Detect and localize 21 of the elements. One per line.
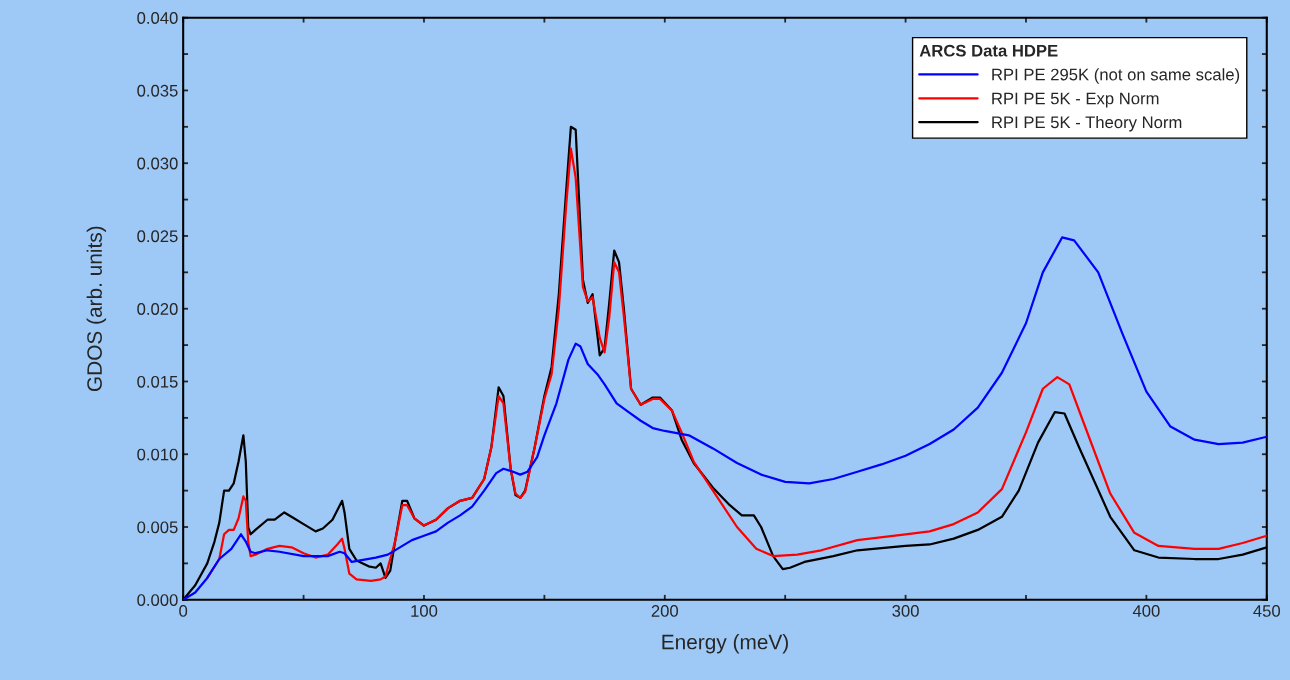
y-tick-label: 0.010: [137, 448, 178, 461]
text: 0.000: [137, 594, 178, 606]
legend-label: RPI PE 5K - Exp Norm: [992, 92, 1159, 108]
x-tick-label: 300: [892, 605, 919, 617]
x-tick-label: 400: [1132, 605, 1160, 617]
legend-label: RPI PE 295K (not on same scale): [992, 68, 1240, 84]
y-axis-title: GDOS (arb. units): [86, 226, 107, 392]
y-tick-label: 0.030: [137, 157, 178, 170]
y-tick-label: 0.005: [137, 521, 178, 534]
legend-label: RPI PE 5K - Theory Norm: [992, 115, 1182, 132]
x-tick-label: 100: [411, 605, 438, 617]
x-tick-label: 450: [1253, 605, 1281, 617]
y-tick-label: 0.020: [137, 303, 178, 315]
x-axis-title: Energy (meV): [662, 634, 788, 654]
y-tick-label: 0.015: [137, 375, 178, 388]
legend-title: ARCS Data HDPE: [919, 44, 1058, 57]
y-tick-label: 0.040: [137, 12, 178, 24]
y-tick-label: 0.035: [137, 84, 178, 97]
y-tick-label: 0.025: [137, 230, 178, 243]
x-tick-label: 200: [651, 605, 679, 617]
x-tick-label: 0: [179, 605, 188, 617]
